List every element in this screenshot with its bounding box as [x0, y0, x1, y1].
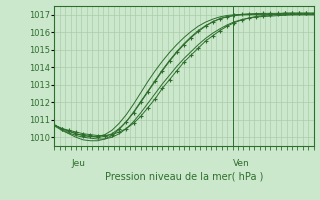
Text: Jeu: Jeu	[71, 159, 85, 168]
X-axis label: Pression niveau de la mer( hPa ): Pression niveau de la mer( hPa )	[105, 172, 263, 182]
Text: Ven: Ven	[233, 159, 250, 168]
